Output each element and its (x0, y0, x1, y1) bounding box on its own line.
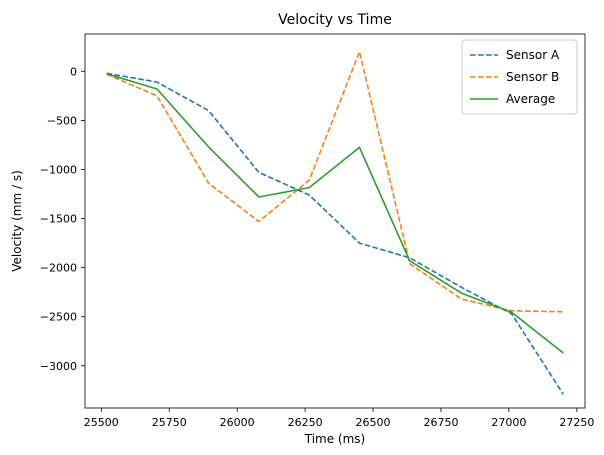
x-axis: 25500 25750 26000 26250 26500 26750 27000 27250 (84, 408, 594, 429)
legend-label: Average (506, 92, 555, 106)
y-tick-label: −2000 (40, 262, 77, 275)
x-tick-label: 27250 (559, 416, 594, 429)
plot-frame (84, 33, 586, 409)
legend-label: Sensor A (506, 48, 560, 62)
y-tick-label: −3000 (40, 360, 77, 373)
x-tick-label: 26750 (423, 416, 458, 429)
series-line-sensor-b (106, 50, 564, 313)
y-axis: 0 −500 −1000 −1500 −2000 −2500 −3000 (40, 65, 85, 373)
series-group (106, 50, 564, 395)
series-line-sensor-a (106, 72, 564, 395)
legend: Sensor A Sensor B Average (461, 39, 578, 115)
x-axis-label: Time (ms) (304, 432, 366, 446)
x-tick-label: 25500 (84, 416, 119, 429)
legend-label: Sensor B (506, 70, 559, 84)
chart-title: Velocity vs Time (278, 12, 392, 28)
x-tick-label: 26500 (356, 416, 391, 429)
legend-box (461, 39, 578, 115)
x-tick-label: 25750 (152, 416, 187, 429)
y-tick-label: −1500 (40, 213, 77, 226)
y-tick-label: −1000 (40, 163, 77, 176)
x-tick-label: 26000 (220, 416, 255, 429)
series-line-average (106, 73, 564, 354)
x-tick-label: 26250 (288, 416, 323, 429)
y-tick-label: −2500 (40, 311, 77, 324)
y-tick-label: −500 (47, 114, 77, 127)
x-tick-label: 27000 (491, 416, 526, 429)
y-tick-label: 0 (70, 65, 77, 78)
y-axis-label: Velocity (mm / s) (10, 170, 24, 272)
